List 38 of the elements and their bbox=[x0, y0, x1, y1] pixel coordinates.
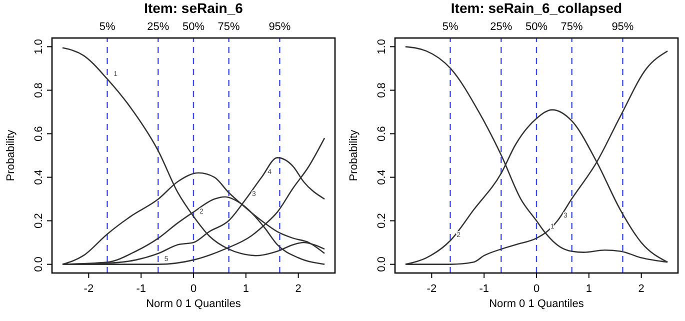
x-tick-label: 1 bbox=[586, 283, 592, 295]
y-tick-label: 1.0 bbox=[33, 39, 45, 54]
text: 95% bbox=[268, 21, 291, 33]
x-tick-label: 0 bbox=[190, 283, 197, 295]
y-axis-title: Probability bbox=[5, 129, 17, 182]
x-tick-label: 1 bbox=[242, 283, 249, 295]
x-tick-label: -2 bbox=[84, 283, 94, 295]
x-axis-title: Norm 0 1 Quantiles bbox=[489, 298, 584, 310]
y-tick-label: 0.8 bbox=[33, 82, 45, 98]
text: 75% bbox=[218, 21, 240, 33]
text: 75% bbox=[560, 21, 584, 33]
y-tick-label: 0.6 bbox=[376, 126, 388, 142]
text: 50% bbox=[182, 21, 205, 33]
x-tick-label: -2 bbox=[426, 283, 437, 295]
text: 5% bbox=[99, 21, 116, 33]
y-tick-label: 1.0 bbox=[376, 39, 388, 54]
y-tick-label: 0.0 bbox=[33, 256, 45, 272]
y-tick-label: 0.8 bbox=[376, 82, 388, 98]
y-axis-title: Probability bbox=[348, 129, 360, 182]
y-tick-label: 0.6 bbox=[33, 126, 45, 142]
text: 25% bbox=[147, 21, 170, 33]
x-tick-label: -1 bbox=[479, 283, 489, 295]
y-tick-label: 0.4 bbox=[376, 170, 388, 185]
x-tick-label: -1 bbox=[136, 283, 146, 295]
x-axis-title: Norm 0 1 Quantiles bbox=[146, 298, 242, 310]
x-tick-label: 2 bbox=[295, 283, 302, 295]
x-tick-label: 2 bbox=[638, 283, 644, 295]
text: 5% bbox=[442, 21, 458, 33]
text: 25% bbox=[490, 21, 512, 33]
text: 95% bbox=[612, 21, 634, 33]
chart-title: Item: seRain_6 bbox=[144, 0, 244, 16]
y-tick-label: 0.0 bbox=[376, 256, 388, 272]
y-tick-label: 0.2 bbox=[33, 213, 45, 228]
chart-title: Item: seRain_6_collapsed bbox=[450, 0, 622, 16]
text: 50% bbox=[525, 21, 548, 33]
y-tick-label: 0.4 bbox=[33, 170, 45, 185]
x-tick-label: 0 bbox=[533, 283, 540, 295]
y-tick-label: 0.2 bbox=[376, 213, 388, 228]
